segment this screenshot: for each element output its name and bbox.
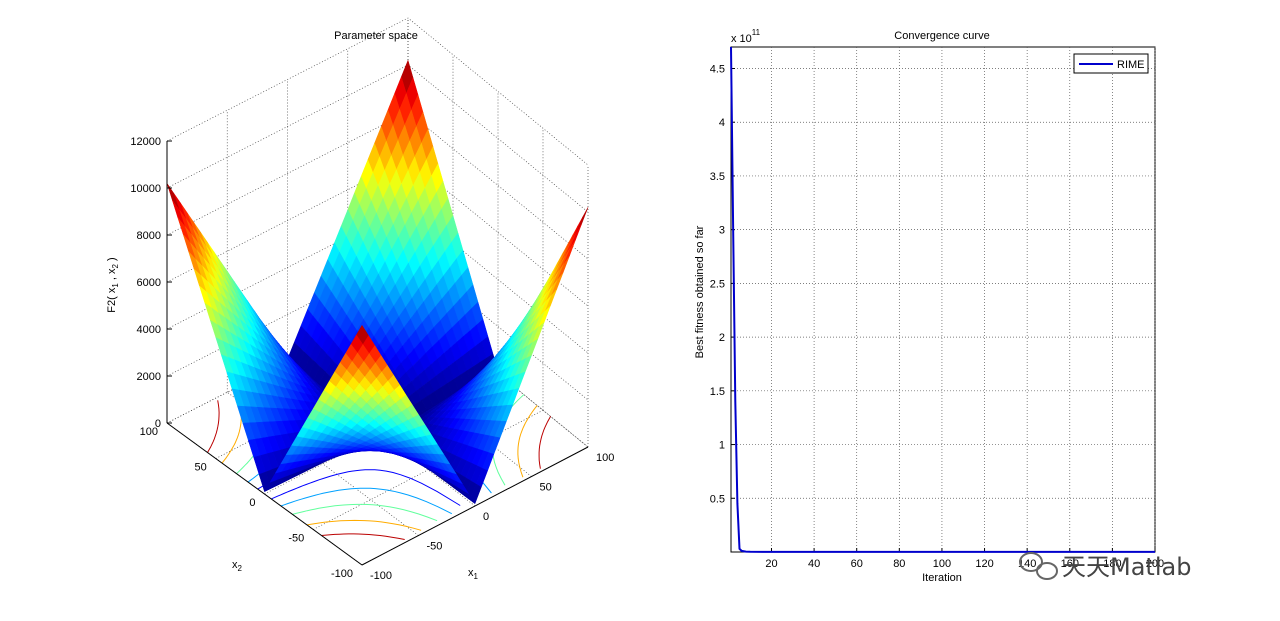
plot-grid	[731, 47, 1156, 552]
zlabel-sub2: 2	[111, 264, 120, 269]
x-tick-label: 180	[1103, 558, 1121, 570]
grid-line	[227, 391, 419, 536]
y-tick-label: 100	[140, 426, 158, 438]
grid-line	[166, 17, 589, 166]
y-exponent: x 1011	[731, 28, 761, 45]
y-axis	[166, 422, 363, 566]
y-tick-label: 1	[719, 440, 725, 452]
contour-line	[538, 416, 552, 469]
x-tick-label: 100	[933, 558, 951, 570]
watermark: 天天Matlab	[1019, 552, 1191, 581]
surface-ylabel: x2	[232, 559, 243, 573]
svg-text:F2( x1 , x2 ): F2( x1 , x2 )	[106, 257, 120, 312]
y-tick-label: 2	[719, 332, 725, 344]
zlabel-main: F2( x	[106, 287, 118, 313]
y-tick-label: -100	[331, 568, 353, 580]
zlabel-end: )	[106, 257, 118, 264]
x-tick-label: 120	[975, 558, 993, 570]
z-tick-label: 6000	[137, 277, 161, 289]
contour-line	[321, 533, 405, 540]
surface-patch	[576, 207, 589, 233]
contour-line	[306, 519, 422, 531]
z-tick-label: 12000	[130, 136, 161, 148]
y-tick-label: 2.5	[710, 278, 725, 290]
surface-axes: 0 2000 4000 6000 8000 10000 12000 -100 -50 0 50 100…	[130, 136, 614, 582]
contour-line	[207, 400, 220, 453]
legend: RIME	[1073, 53, 1149, 74]
zlabel-sub1: 1	[111, 283, 120, 288]
z-tick-label: 10000	[130, 183, 161, 195]
x-tick-label: 60	[851, 558, 863, 570]
z-tick-label: 4000	[137, 324, 161, 336]
z-tick-label: 2000	[137, 371, 161, 383]
wechat-icon	[1019, 552, 1058, 580]
x-tick-label: 100	[596, 452, 614, 464]
x-tick-label: 200	[1146, 558, 1164, 570]
zlabel-mid: , x	[106, 268, 118, 283]
y-tick-label: -50	[288, 533, 304, 545]
legend-label-rime: RIME	[1117, 59, 1145, 71]
x-tick-label: 0	[483, 511, 489, 523]
x-tick-label: 20	[765, 558, 777, 570]
plot-ylabel: Best fitness obtained so far	[694, 225, 706, 358]
surface-xlabel: x1	[468, 567, 479, 581]
grid-line	[287, 361, 476, 507]
plot-title: Convergence curve	[894, 30, 989, 42]
z-tick-label: 0	[155, 418, 161, 430]
surface-title: Parameter space	[334, 30, 418, 42]
contour-line	[292, 503, 438, 522]
y-tick-label: 0.5	[710, 493, 725, 505]
surface-patch	[166, 183, 180, 210]
y-tick-label: 50	[195, 462, 207, 474]
watermark-text: 天天Matlab	[1062, 553, 1191, 581]
z-tick-label: 8000	[137, 230, 161, 242]
contour-line	[517, 405, 538, 478]
y-tick-label: 0	[249, 497, 255, 509]
y-tick-label: 1.5	[710, 386, 725, 398]
y-tick-label: 4.5	[710, 63, 725, 75]
plot-area	[730, 46, 1156, 553]
y-tick-label: 3	[719, 225, 725, 237]
x-tick-label: -100	[370, 570, 392, 582]
grid-line	[313, 409, 544, 530]
y-tick-label: 3.5	[710, 171, 725, 183]
surface-mesh	[166, 59, 589, 504]
surface-zlabel: F2( x1 , x2 )	[106, 257, 120, 312]
plot-ticks: 20 40 60 80 100 120 140 160 180 2000.511.522.533.…	[710, 63, 1164, 570]
x-tick-label: -50	[427, 541, 443, 553]
contour-line	[271, 469, 461, 506]
contour-line	[280, 487, 453, 515]
surface-patch	[356, 324, 369, 345]
x-axis	[361, 446, 589, 566]
x-tick-label: 80	[893, 558, 905, 570]
convergence-plot: 20 40 60 80 100 120 140 160 180 2000.511.522.533.…	[694, 28, 1164, 584]
surface-plot: 0 2000 4000 6000 8000 10000 12000 -100 -50 0 50 100…	[106, 17, 614, 582]
x-tick-label: 40	[808, 558, 820, 570]
series-line-rime	[730, 46, 1155, 553]
plot-xlabel: Iteration	[922, 572, 962, 584]
x-tick-label: 50	[540, 482, 552, 494]
x-tick-label: 160	[1061, 558, 1079, 570]
y-tick-label: 4	[719, 117, 725, 129]
